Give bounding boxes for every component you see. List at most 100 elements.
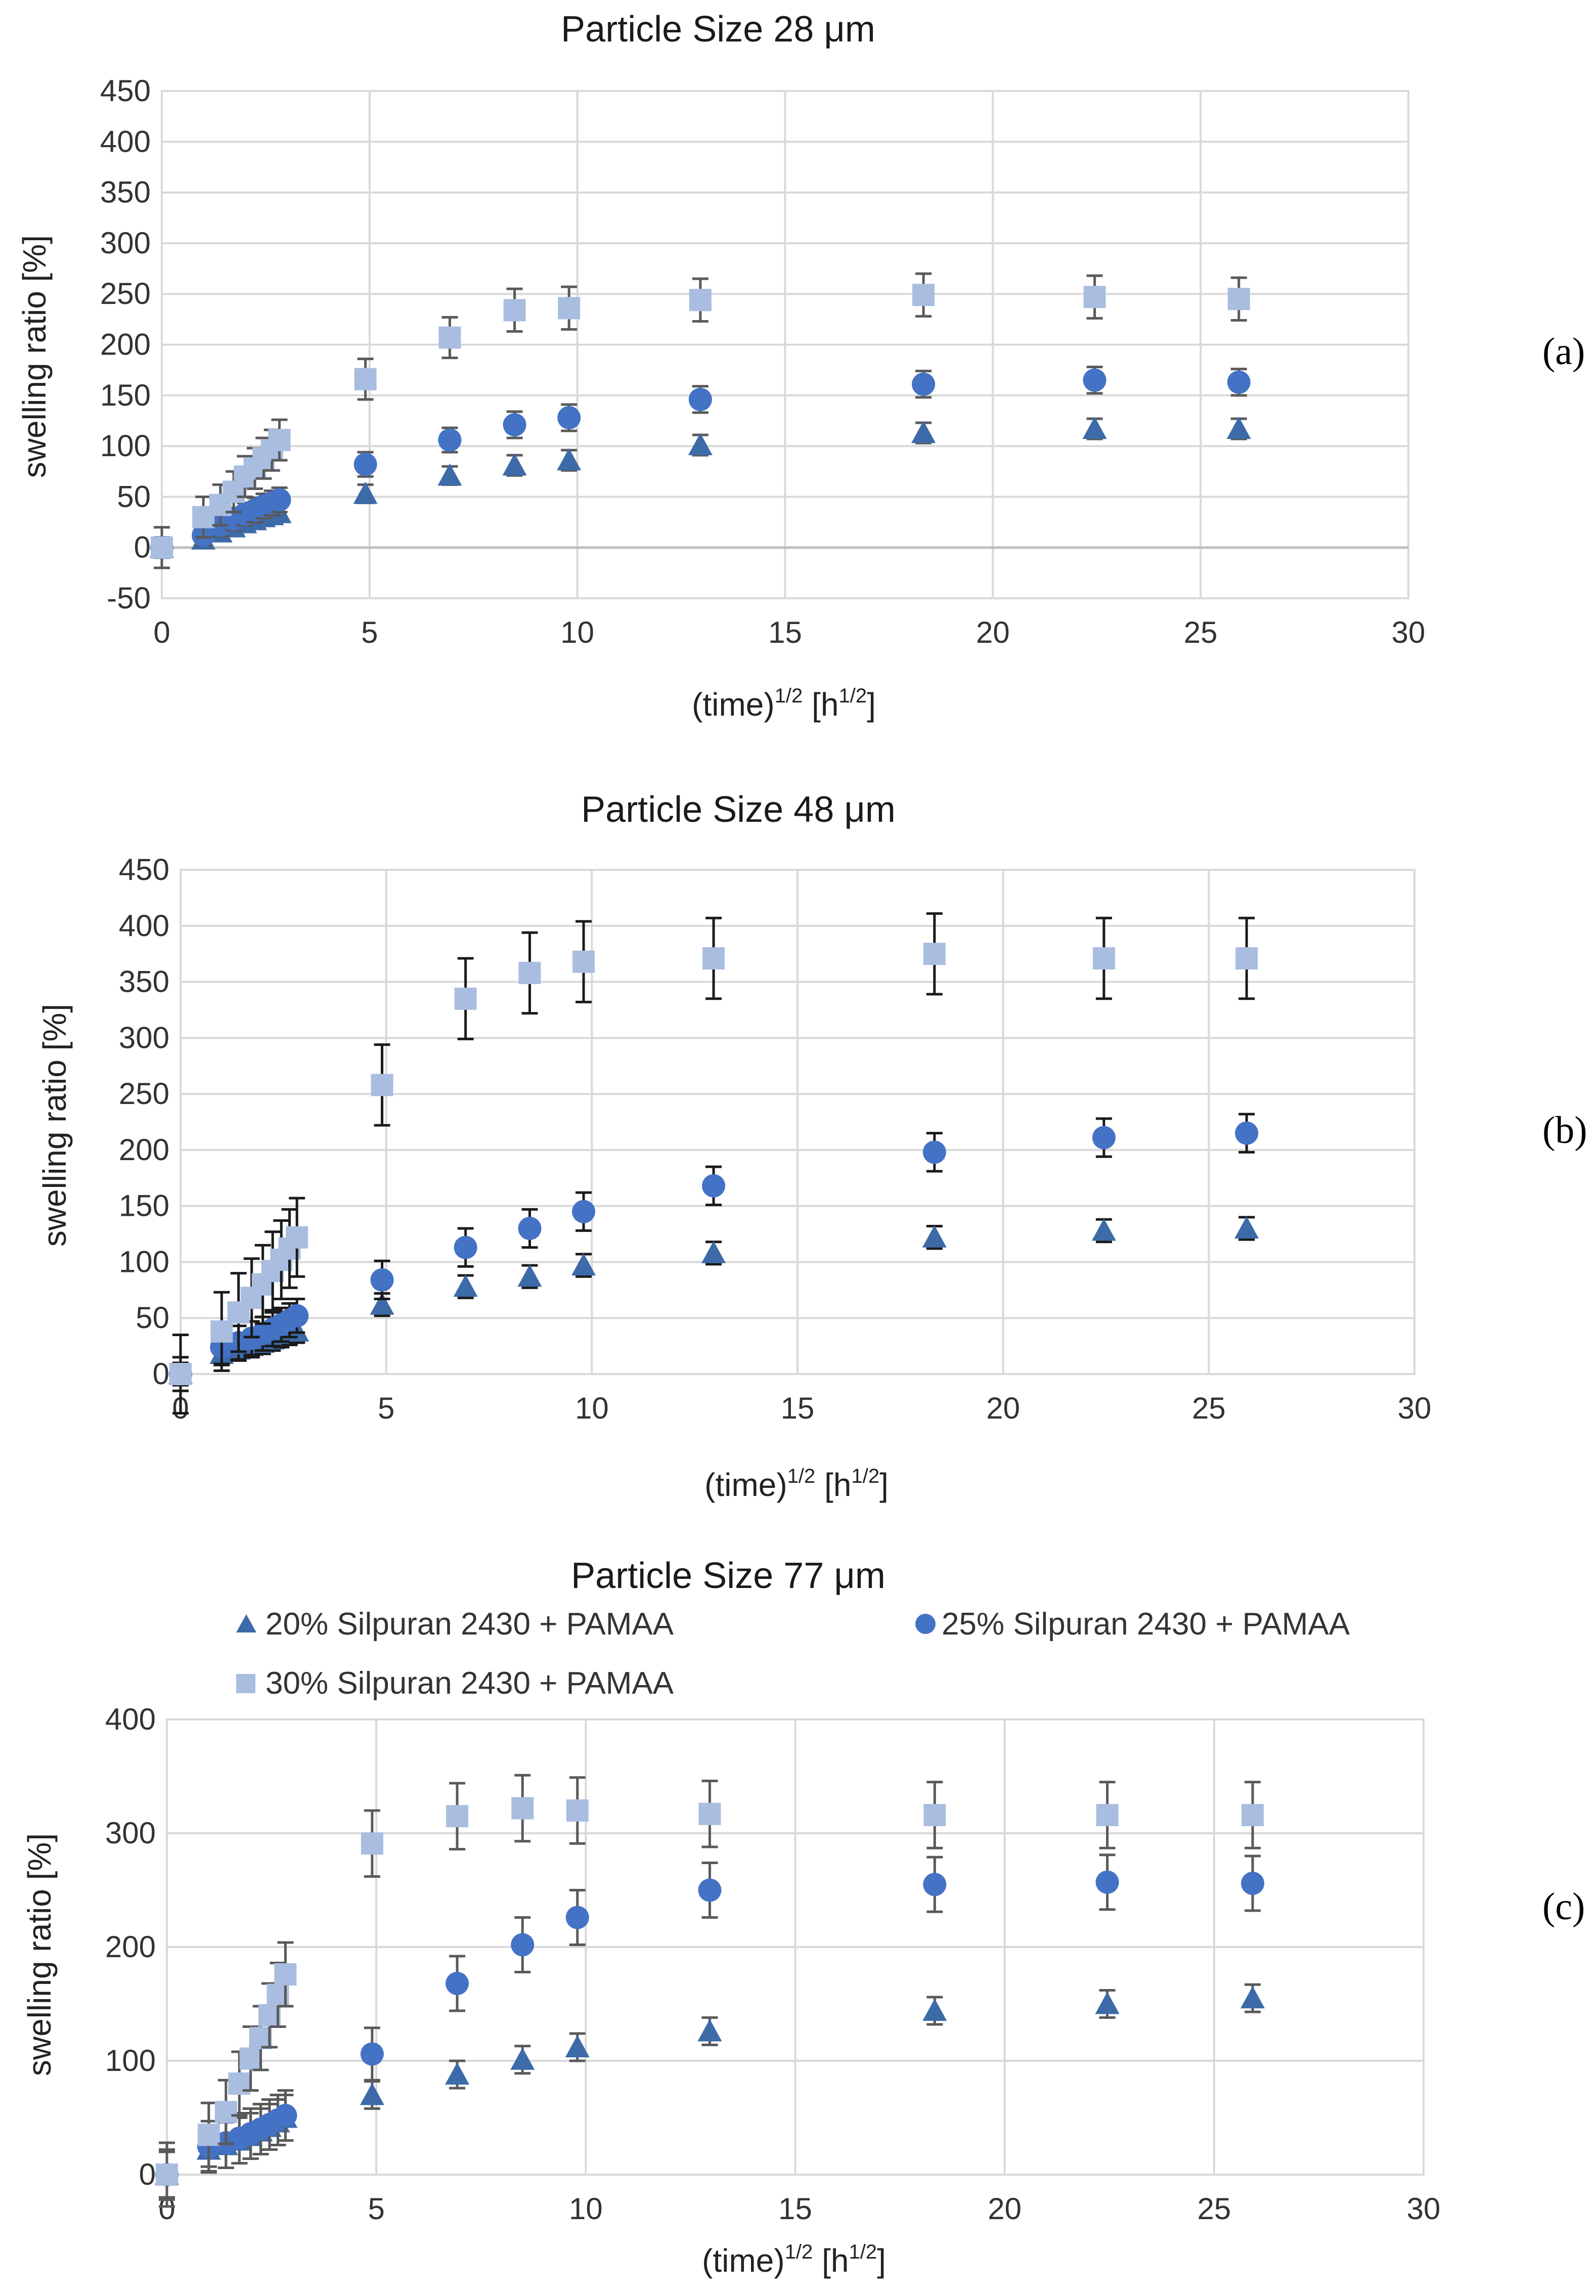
data-point-square	[923, 1804, 946, 1826]
data-point-square	[156, 2163, 178, 2186]
data-point-triangle	[922, 1225, 947, 1248]
data-point-triangle	[437, 463, 462, 486]
x-axis-label-b-sup: 1/2	[787, 1465, 816, 1487]
data-point-square	[1096, 1804, 1119, 1826]
gridlines	[180, 869, 1415, 1375]
x-tick-label: 25	[1184, 615, 1218, 649]
y-axis-label-c: swelling ratio [%]	[21, 1833, 58, 2076]
series-square	[151, 272, 1250, 569]
x-tick-label: 25	[1197, 2192, 1231, 2226]
x-axis-label-b-unit-close: ]	[879, 1467, 889, 1503]
data-point-triangle	[922, 1999, 947, 2021]
data-point-square	[1235, 947, 1258, 970]
x-tick-label: 15	[778, 2192, 812, 2226]
gridlines	[166, 1718, 1425, 2176]
x-tick-label: 10	[569, 2192, 603, 2226]
x-tick-label: 20	[988, 2192, 1022, 2226]
data-point-triangle	[1226, 416, 1251, 439]
data-point-circle	[565, 1906, 589, 1929]
data-point-triangle	[445, 2062, 470, 2085]
legend-label-20: 20% Silpuran 2430 + PAMAA	[265, 1607, 674, 1642]
x-axis-label-a-unit-sup: 1/2	[838, 685, 867, 707]
x-axis-label-b: (time)1/2 [h1/2]	[704, 1465, 889, 1503]
data-point-square	[558, 297, 581, 320]
legend-label-30: 30% Silpuran 2430 + PAMAA	[265, 1666, 674, 1701]
x-axis-label-c-sup: 1/2	[785, 2241, 813, 2263]
x-tick-label: 25	[1192, 1391, 1226, 1425]
data-point-triangle	[360, 2083, 384, 2105]
x-tick-label: 5	[378, 1391, 394, 1425]
data-point-square	[566, 1799, 589, 1822]
panel-label-c: (c)	[1542, 1885, 1585, 1928]
data-point-circle	[370, 1268, 394, 1292]
x-axis-label-c-unit: [h	[813, 2242, 849, 2279]
y-tick-label: 450	[119, 853, 169, 887]
x-tick-label: 30	[1398, 1391, 1432, 1425]
plot-area-border	[161, 90, 1409, 599]
y-tick-label: 100	[105, 2044, 156, 2078]
series-square	[169, 912, 1258, 1415]
x-tick-label: 15	[781, 1391, 815, 1425]
data-point-square	[354, 368, 377, 390]
y-tick-label: 50	[136, 1301, 169, 1335]
data-point-circle	[912, 372, 936, 396]
data-point-square	[151, 536, 173, 559]
data-point-triangle	[1234, 1216, 1259, 1239]
data-point-triangle	[571, 1253, 596, 1276]
y-tick-label: 300	[105, 1816, 156, 1850]
chart-panel-a: Particle Size 28 μm swelling ratio [%] (…	[16, 9, 1585, 723]
x-axis-label-b-unit: [h	[815, 1467, 851, 1503]
x-tick-label: 10	[560, 615, 594, 649]
data-point-circle	[518, 1216, 542, 1240]
gridlines	[161, 90, 1409, 599]
data-point-triangle	[557, 448, 582, 471]
x-tick-label: 5	[361, 615, 378, 649]
y-tick-label: 0	[134, 531, 151, 564]
data-point-square	[923, 943, 946, 965]
data-point-square	[210, 1320, 233, 1343]
data-point-square	[689, 289, 712, 312]
data-point-square	[286, 1226, 308, 1249]
data-point-triangle	[565, 2035, 590, 2057]
y-tick-label: 0	[139, 2157, 156, 2191]
y-tick-label: 350	[119, 965, 169, 999]
y-tick-label: 300	[119, 1021, 169, 1054]
data-point-square	[438, 326, 461, 349]
y-tick-label: 400	[119, 909, 169, 943]
data-point-circle	[438, 428, 462, 452]
data-point-circle	[688, 387, 712, 411]
y-tick-label: 150	[100, 378, 151, 412]
data-point-circle	[702, 1174, 726, 1198]
legend-label-25: 25% Silpuran 2430 + PAMAA	[942, 1607, 1350, 1642]
data-point-square	[702, 947, 725, 970]
data-point-triangle	[370, 1292, 394, 1315]
data-point-triangle	[911, 421, 936, 444]
legend-item-20: 20% Silpuran 2430 + PAMAA	[236, 1607, 674, 1642]
x-tick-label: 20	[986, 1391, 1020, 1425]
x-axis-label-a-unit-close: ]	[867, 686, 876, 723]
legend-square-icon	[236, 1674, 255, 1693]
data-point-square	[518, 961, 541, 984]
data-point-square	[214, 2101, 237, 2124]
data-point-circle	[274, 2104, 297, 2127]
chart-title-c: Particle Size 77 μm	[571, 1556, 885, 1596]
x-axis-label-a-sup: 1/2	[775, 685, 803, 707]
legend-circle-icon	[915, 1614, 936, 1634]
x-tick-label: 30	[1407, 2192, 1441, 2226]
data-point-circle	[1095, 1870, 1119, 1894]
data-point-circle	[360, 2042, 384, 2066]
x-tick-label: 0	[153, 615, 170, 649]
chart-panel-c: Particle Size 77 μm swelling ratio [%] (…	[21, 1556, 1585, 2279]
data-point-triangle	[701, 1241, 726, 1263]
data-point-circle	[557, 406, 581, 429]
data-point-circle	[698, 1878, 722, 1902]
data-point-triangle	[502, 453, 527, 476]
data-point-square	[1092, 947, 1115, 970]
data-point-triangle	[510, 2047, 535, 2070]
data-point-circle	[454, 1235, 477, 1259]
x-axis-label-c-main: (time)	[702, 2242, 785, 2279]
data-point-square	[572, 950, 595, 973]
y-tick-label: 200	[119, 1133, 169, 1167]
y-tick-label: 250	[119, 1077, 169, 1111]
panel-label-a: (a)	[1542, 330, 1585, 373]
